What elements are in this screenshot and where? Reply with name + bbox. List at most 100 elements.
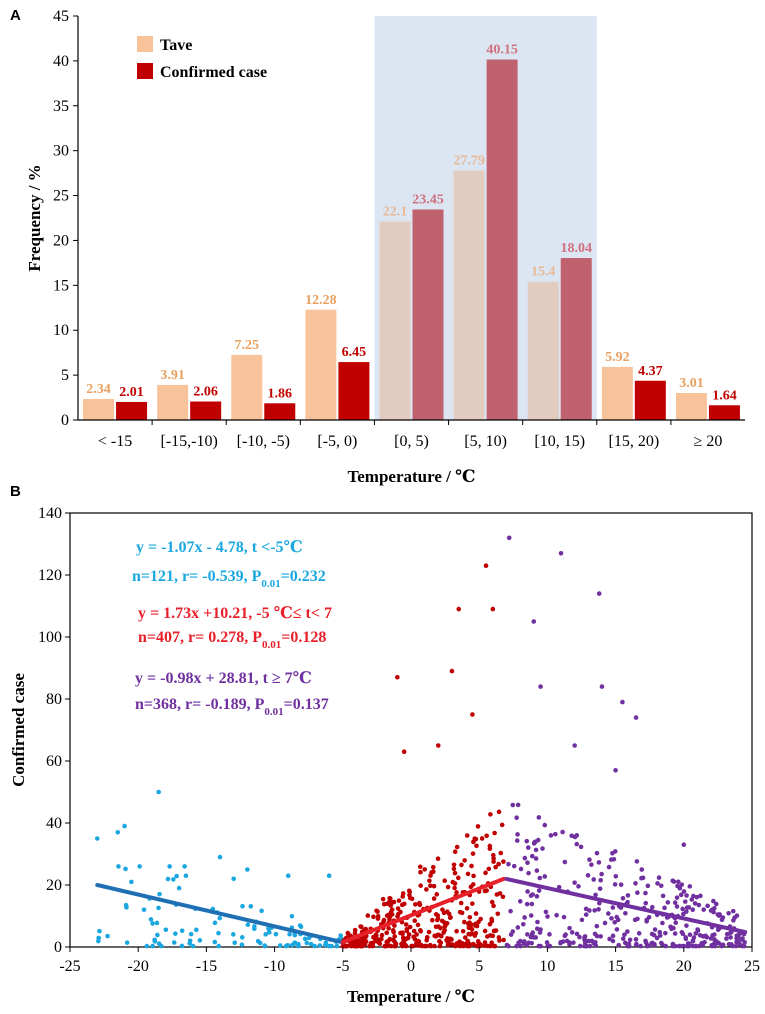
point-1-224 bbox=[437, 943, 443, 949]
point-2-333 bbox=[582, 937, 587, 943]
point-1-192 bbox=[395, 914, 400, 919]
point-2-300 bbox=[741, 943, 747, 949]
point-2-179 bbox=[591, 877, 597, 882]
point-1-104 bbox=[484, 833, 489, 839]
point-2-229 bbox=[522, 939, 527, 944]
point-2-144 bbox=[655, 881, 660, 886]
point-0-73 bbox=[296, 942, 301, 947]
point-2-367 bbox=[534, 894, 540, 899]
point-1-151 bbox=[415, 922, 421, 928]
point-2-349 bbox=[717, 912, 722, 917]
point-0-84 bbox=[334, 943, 340, 949]
point-1-395 bbox=[469, 922, 474, 928]
a-ytick-label-35: 35 bbox=[53, 98, 69, 115]
point-1-366 bbox=[388, 909, 394, 915]
b-xtick-label--20: -20 bbox=[128, 958, 149, 975]
point-2-323 bbox=[643, 900, 649, 906]
point-1-5 bbox=[483, 563, 489, 568]
point-2-293 bbox=[672, 900, 678, 905]
point-2-130 bbox=[594, 923, 600, 929]
point-2-305 bbox=[616, 942, 622, 948]
point-2-242 bbox=[659, 940, 664, 946]
point-2-149 bbox=[524, 838, 530, 844]
point-1-342 bbox=[442, 927, 447, 933]
point-0-45 bbox=[306, 935, 312, 941]
point-1-164 bbox=[458, 943, 464, 948]
point-2-63 bbox=[658, 883, 664, 889]
point-1-121 bbox=[482, 928, 488, 934]
point-2-205 bbox=[680, 906, 685, 912]
point-0-71 bbox=[156, 905, 161, 911]
point-2-112 bbox=[516, 940, 521, 946]
point-2-261 bbox=[702, 939, 707, 945]
a-legend: Tave Confirmed case bbox=[137, 36, 267, 81]
point-2-46 bbox=[535, 919, 540, 925]
point-1-286 bbox=[469, 901, 475, 906]
point-1-361 bbox=[453, 943, 458, 949]
point-1-78 bbox=[471, 941, 476, 947]
point-1-376 bbox=[381, 917, 387, 923]
point-2-95 bbox=[522, 915, 527, 920]
point-2-199 bbox=[597, 900, 602, 906]
point-1-86 bbox=[396, 898, 402, 903]
point-2-221 bbox=[677, 885, 683, 891]
point-1-214 bbox=[400, 931, 405, 937]
point-2-260 bbox=[542, 822, 548, 828]
point-2-251 bbox=[612, 882, 618, 887]
point-2-346 bbox=[610, 905, 616, 910]
point-1-329 bbox=[362, 942, 368, 947]
point-2-317 bbox=[732, 915, 737, 921]
legend-label-tave: Tave bbox=[160, 37, 192, 54]
point-1-3 bbox=[456, 606, 462, 612]
point-2-291 bbox=[524, 901, 530, 907]
point-2-343 bbox=[724, 931, 730, 937]
panel-a-label: A bbox=[10, 7, 21, 24]
point-0-66 bbox=[124, 940, 130, 945]
point-2-186 bbox=[510, 802, 516, 808]
point-1-220 bbox=[411, 928, 417, 934]
point-1-383 bbox=[426, 929, 432, 935]
point-1-377 bbox=[471, 873, 476, 879]
point-1-326 bbox=[362, 927, 368, 932]
point-2-243 bbox=[548, 833, 554, 838]
bar-tave-1 bbox=[157, 384, 189, 420]
point-2-183 bbox=[525, 845, 531, 850]
point-2-39 bbox=[663, 943, 669, 949]
point-1-125 bbox=[458, 900, 464, 906]
point-2-336 bbox=[567, 942, 572, 947]
point-1-94 bbox=[499, 822, 505, 828]
point-1-404 bbox=[361, 936, 367, 942]
point-2-188 bbox=[674, 904, 680, 909]
point-1-276 bbox=[385, 901, 390, 907]
point-1-379 bbox=[414, 942, 420, 948]
point-2-306 bbox=[705, 903, 710, 909]
data-label-tave-7: 5.92 bbox=[605, 350, 630, 365]
b-xtick-label-5: 5 bbox=[475, 958, 483, 975]
data-label-tave-6: 15.4 bbox=[531, 265, 556, 280]
point-1-339 bbox=[412, 936, 418, 942]
point-1-299 bbox=[438, 940, 444, 945]
point-2-209 bbox=[656, 875, 662, 880]
stats-cold-suffix: =0.232 bbox=[281, 568, 326, 585]
point-2-366 bbox=[679, 882, 685, 887]
point-0-21 bbox=[308, 941, 314, 947]
point-2-337 bbox=[729, 942, 734, 947]
point-1-287 bbox=[379, 932, 385, 938]
point-0-69 bbox=[171, 940, 177, 945]
point-2-4 bbox=[599, 684, 605, 689]
stats-mid-prefix: n=407, r= 0.278, P bbox=[138, 629, 262, 646]
point-2-326 bbox=[681, 911, 686, 917]
point-0-20 bbox=[163, 927, 169, 933]
point-0-28 bbox=[239, 942, 245, 948]
point-2-10 bbox=[681, 842, 687, 847]
bar-case-1 bbox=[190, 401, 222, 420]
point-1-200 bbox=[486, 866, 492, 872]
point-2-350 bbox=[594, 933, 600, 939]
point-1-335 bbox=[496, 861, 501, 867]
point-2-93 bbox=[577, 943, 583, 949]
data-label-case-6: 18.04 bbox=[560, 241, 592, 256]
a-xtick-label-1: [-15,-10) bbox=[161, 433, 218, 450]
point-0-90 bbox=[232, 940, 238, 946]
point-2-241 bbox=[553, 831, 558, 837]
point-1-375 bbox=[355, 942, 360, 947]
